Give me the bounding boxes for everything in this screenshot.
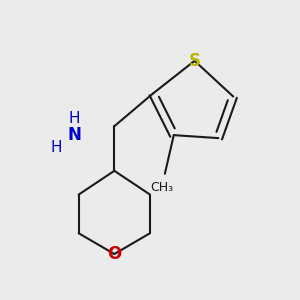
Text: N: N bbox=[67, 126, 81, 144]
Text: H: H bbox=[68, 111, 80, 126]
Text: H: H bbox=[51, 140, 62, 154]
Text: O: O bbox=[107, 245, 122, 263]
Text: S: S bbox=[189, 52, 201, 70]
Text: CH₃: CH₃ bbox=[150, 181, 173, 194]
